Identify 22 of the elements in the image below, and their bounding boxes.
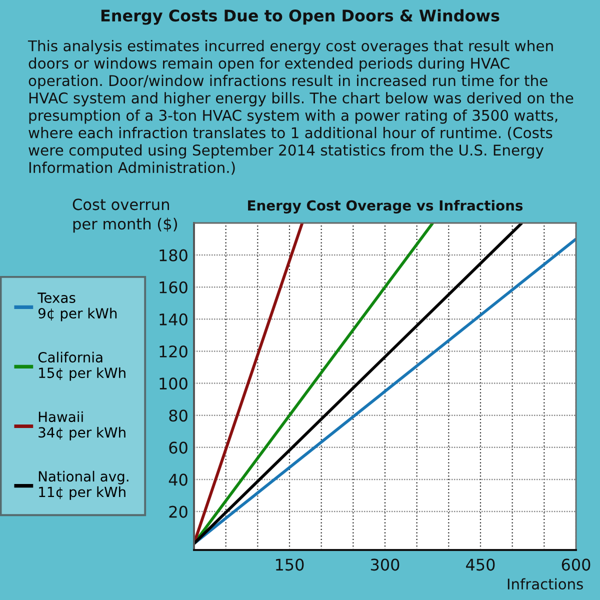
x-tick-label: 300 xyxy=(370,558,400,571)
y-axis-title: Cost overrun per month ($) xyxy=(72,198,178,233)
legend-label: National avg. 11¢ per kWh xyxy=(38,470,128,500)
x-axis-title: Infractions xyxy=(508,578,583,590)
y-tick-label: 40 xyxy=(168,474,188,486)
y-tick-label: 180 xyxy=(160,249,188,262)
x-tick-label: 600 xyxy=(562,558,590,571)
y-tick-label: 20 xyxy=(169,506,188,518)
legend-label: Hawaii 34¢ per kWh xyxy=(38,411,126,440)
chart-title: Energy Costs Due to Open Doors & Windows xyxy=(101,9,500,25)
x-tick-label: 150 xyxy=(276,558,304,571)
y-tick-label: 100 xyxy=(160,378,188,390)
x-tick-label: 450 xyxy=(466,558,495,571)
y-tick-label: 80 xyxy=(169,410,188,422)
text: This analysis estimates incurred energy cost overages that result when doors or windows remain open for extended periods during HVAC operation. Door/window infractions result in increased run time for the HVAC system and higher energy bills. The chart below was derived on the presumption of a 3-ton HVAC system with a power rating of 3500 watts, where each infraction translates to 1 additional hour of runtime. (Costs were computed using September 2014 statistics from the U.S. Energy Information Administration.) xyxy=(28,40,574,175)
y-tick-label: 60 xyxy=(169,442,188,454)
chart-subtitle: Energy Cost Overage vs Infractions xyxy=(248,200,523,214)
y-tick-label: 120 xyxy=(160,345,188,358)
y-tick-label: 160 xyxy=(160,281,188,294)
legend-label: Texas 9¢ per kWh xyxy=(38,292,117,322)
y-tick-label: 140 xyxy=(160,313,188,326)
legend-label: California 15¢ per kWh xyxy=(38,352,126,381)
